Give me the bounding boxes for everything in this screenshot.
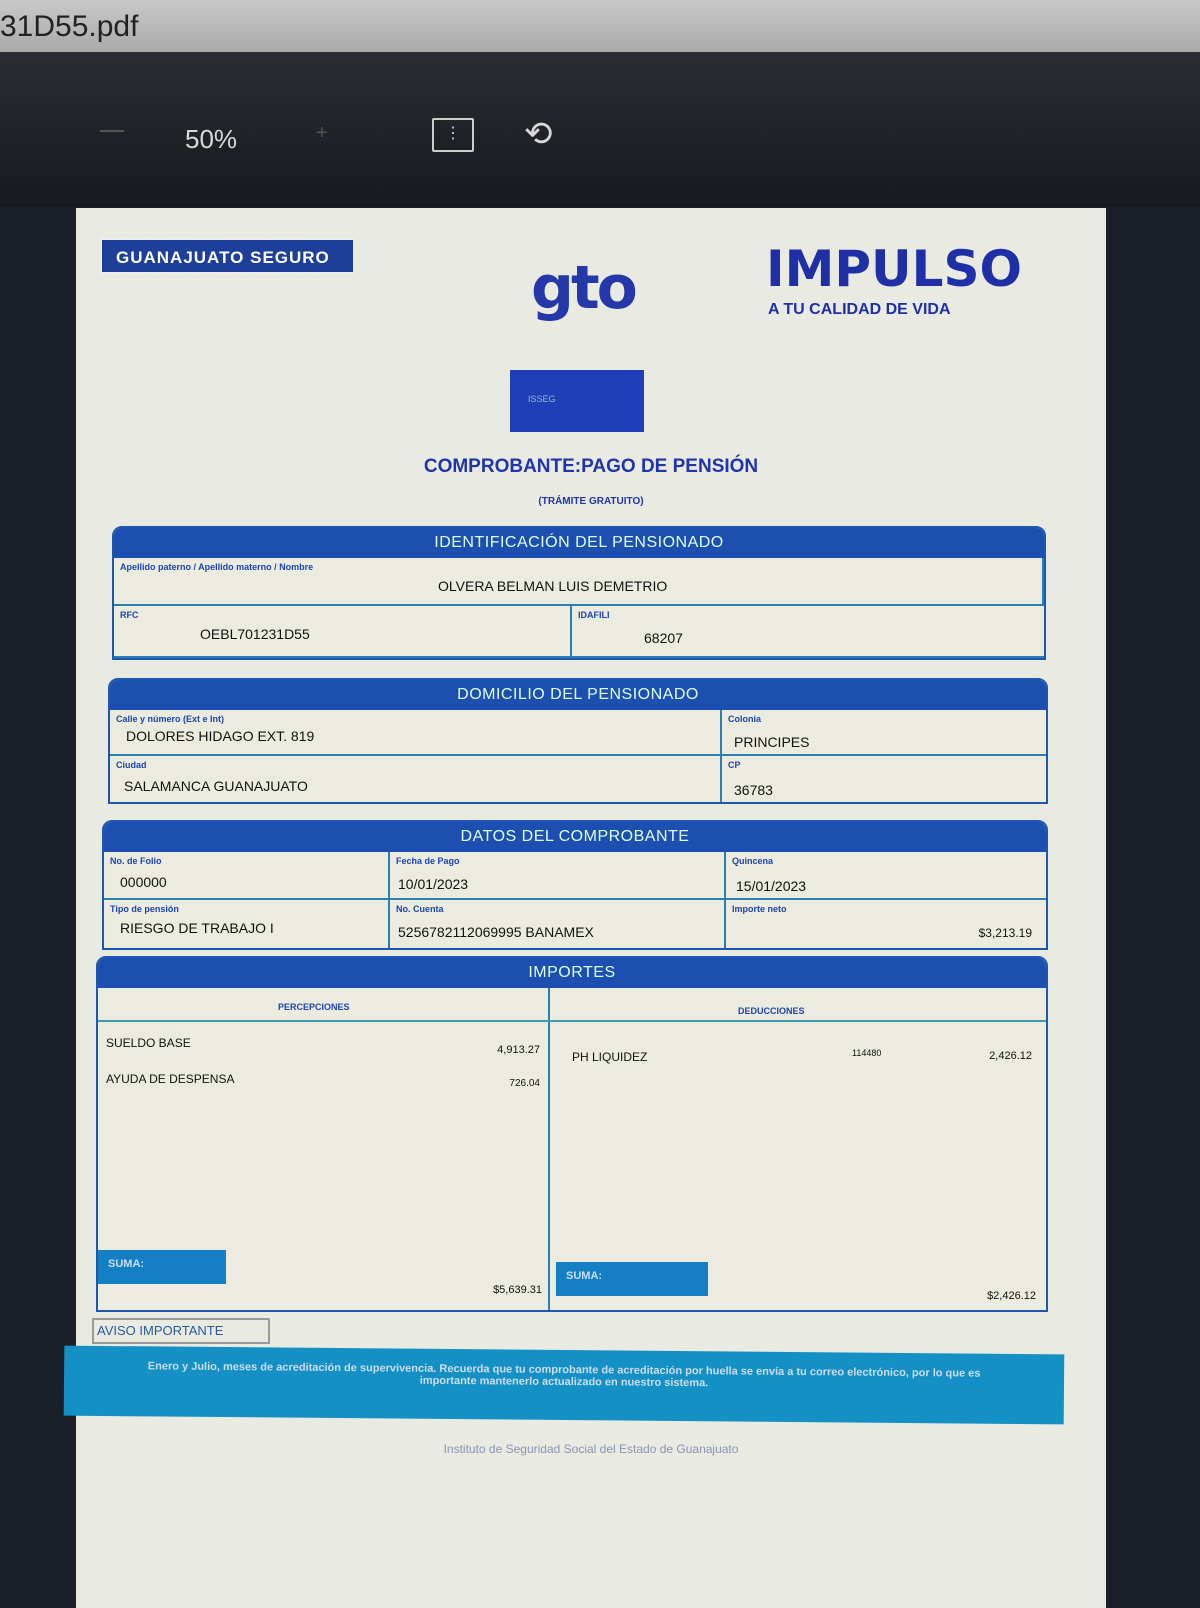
tipo-cell: Tipo de pensión RIESGO DE TRABAJO I — [104, 900, 390, 948]
file-name: 31D55.pdf — [0, 10, 139, 43]
idafil-cell: IDAFILI 68207 — [572, 606, 1044, 658]
quincena-cell: Quincena 15/01/2023 — [726, 852, 1046, 900]
ciudad-label: Ciudad — [116, 760, 147, 770]
idafil-value: 68207 — [644, 630, 683, 646]
referencia: 114480 — [852, 1048, 882, 1058]
cuenta-value: 5256782112069995 BANAMEX — [398, 924, 594, 940]
concepto: AYUDA DE DESPENSA — [106, 1072, 235, 1086]
suma-percepciones-value: $5,639.31 — [493, 1284, 542, 1296]
concepto: PH LIQUIDEZ — [572, 1050, 648, 1064]
footer-institution: Instituto de Seguridad Social del Estado… — [443, 1442, 739, 1456]
suma-deducciones-value: $2,426.12 — [987, 1290, 1036, 1302]
neto-value: $3,213.19 — [978, 926, 1032, 940]
colonia-label: Colonia — [728, 714, 761, 724]
calle-cell: Calle y número (Ext e Int) DOLORES HIDAGO… — [110, 710, 722, 756]
calle-label: Calle y número (Ext e Int) — [116, 714, 225, 724]
neto-cell: Importe neto $3,213.19 — [726, 900, 1046, 948]
zoom-out-icon[interactable] — [100, 130, 124, 132]
document-title: COMPROBANTE:PAGO DE PENSIÓN — [423, 456, 759, 477]
aviso-notice: Enero y Julio, meses de acreditación de … — [63, 1345, 1065, 1425]
percepcion-row: AYUDA DE DESPENSA 726.04 — [106, 1070, 540, 1089]
cp-cell: CP 36783 — [722, 756, 1046, 802]
section-heading: IMPORTES — [98, 958, 1046, 988]
name-value: OLVERA BELMAN LUIS DEMETRIO — [438, 578, 668, 594]
section-datos: DATOS DEL COMPROBANTE No. de Folio 000000… — [102, 820, 1048, 950]
impulso-logo: IMPULSO — [766, 240, 1022, 298]
ciudad-cell: Ciudad SALAMANCA GUANAJUATO — [110, 756, 722, 802]
concepto: SUELDO BASE — [106, 1036, 191, 1050]
guanajuato-seguro-badge: GUANAJUATO SEGURO — [100, 238, 355, 274]
pdf-page: GUANAJUATO SEGURO gto IMPULSO A TU CALID… — [63, 208, 1106, 1608]
section-importes: IMPORTES PERCEPCIONES DEDUCCIONES SUELDO… — [96, 956, 1048, 1312]
colonia-cell: Colonia PRINCIPES — [722, 710, 1046, 756]
pdf-toolbar: 50% + ⋮ ⟲ — [0, 52, 1200, 207]
colonia-value: PRINCIPES — [734, 734, 810, 750]
document-subtitle: (TRÁMITE GRATUITO) — [538, 496, 644, 507]
aviso-label: AVISO IMPORTANTE — [92, 1318, 270, 1344]
quincena-value: 15/01/2023 — [736, 878, 807, 894]
name-cell: Apellido paterno / Apellido materno / No… — [114, 558, 1044, 606]
section-heading: DOMICILIO DEL PENSIONADO — [110, 680, 1046, 710]
cuenta-label: No. Cuenta — [396, 904, 444, 914]
percepcion-row: SUELDO BASE 4,913.27 — [106, 1034, 540, 1056]
importe: 2,426.12 — [989, 1050, 1032, 1062]
cp-label: CP — [728, 760, 741, 770]
cuenta-cell: No. Cuenta 5256782112069995 BANAMEX — [390, 900, 726, 948]
rfc-label: RFC — [120, 610, 139, 620]
quincena-label: Quincena — [732, 856, 774, 866]
fit-page-icon[interactable]: ⋮ — [432, 118, 474, 152]
title-bar: 31D55.pdf — [0, 0, 1200, 52]
zoom-in-icon[interactable]: + — [316, 122, 328, 144]
neto-label: Importe neto — [732, 904, 787, 914]
percepciones-header: PERCEPCIONES — [278, 1002, 350, 1012]
deducciones-header: DEDUCCIONES — [738, 1006, 805, 1016]
name-label: Apellido paterno / Apellido materno / No… — [120, 562, 314, 572]
tipo-value: RIESGO DE TRABAJO I — [120, 920, 274, 936]
fecha-label: Fecha de Pago — [396, 856, 460, 866]
tipo-label: Tipo de pensión — [110, 904, 179, 914]
section-domicilio: DOMICILIO DEL PENSIONADO Calle y número … — [108, 678, 1048, 804]
section-identificacion: IDENTIFICACIÓN DEL PENSIONADO Apellido p… — [112, 526, 1046, 660]
rotate-icon[interactable]: ⟲ — [524, 115, 553, 153]
importe: 726.04 — [509, 1078, 540, 1089]
suma-deducciones-label: SUMA: — [556, 1262, 708, 1296]
idafil-label: IDAFILI — [578, 610, 610, 620]
section-heading: IDENTIFICACIÓN DEL PENSIONADO — [114, 528, 1044, 558]
impulso-tagline: A TU CALIDAD DE VIDA — [768, 301, 951, 318]
gto-logo: gto — [531, 253, 638, 323]
cp-value: 36783 — [734, 782, 773, 798]
rfc-value: OEBL701231D55 — [200, 626, 310, 642]
fecha-value: 10/01/2023 — [398, 876, 469, 892]
importe: 4,913.27 — [497, 1044, 540, 1056]
isseg-logo: ISSEG — [510, 370, 644, 432]
folio-value: 000000 — [120, 874, 167, 890]
calle-value: DOLORES HIDAGO EXT. 819 — [126, 728, 315, 744]
deduccion-row: PH LIQUIDEZ 114480 2,426.12 — [572, 1048, 1042, 1066]
fecha-cell: Fecha de Pago 10/01/2023 — [390, 852, 726, 900]
suma-percepciones-label: SUMA: — [98, 1250, 226, 1284]
folio-cell: No. de Folio 000000 — [104, 852, 390, 900]
section-heading: DATOS DEL COMPROBANTE — [104, 822, 1046, 852]
zoom-level[interactable]: 50% — [185, 124, 238, 154]
folio-label: No. de Folio — [110, 856, 162, 866]
rfc-cell: RFC OEBL701231D55 — [114, 606, 572, 658]
ciudad-value: SALAMANCA GUANAJUATO — [124, 778, 308, 794]
